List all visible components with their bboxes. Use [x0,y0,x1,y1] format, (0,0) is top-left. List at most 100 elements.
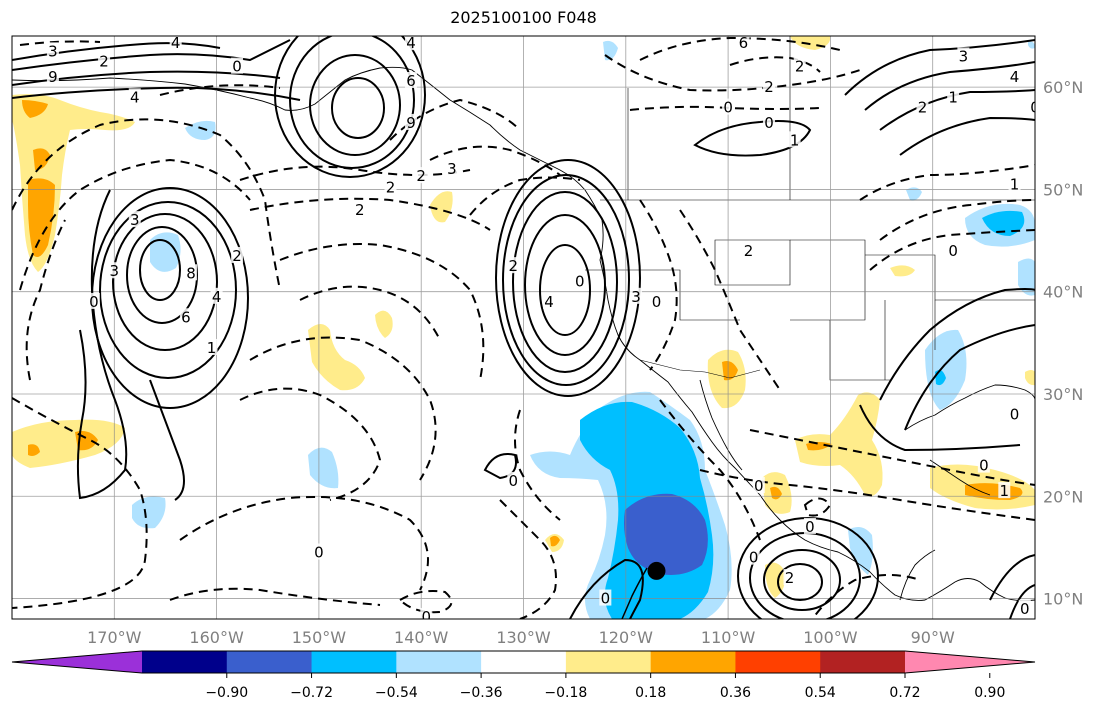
contour-label: 0 [232,58,242,76]
contour-label: 0 [89,293,99,311]
contour-label: 0 [948,242,958,260]
contour-label-bg [737,36,750,51]
contour-label: 1 [948,88,958,106]
lat-tick-label: 50°N [1043,180,1083,199]
contour-label-bg [742,241,755,258]
shade-orange [22,100,48,118]
contour-label-bg [353,200,366,217]
contour-label-bg [404,72,417,89]
contour-label: 0 [1010,405,1020,423]
shade-lightblue [1018,258,1035,296]
contour-label: 3 [130,211,140,229]
contour-label: 0 [601,590,611,608]
shade-yellow [308,324,365,391]
contour-label: 9 [48,68,58,86]
shade-deepsky [982,210,1025,236]
colorbar-extend-high [905,651,1035,673]
contour-label-bg [1008,175,1021,192]
contour-label-bg [573,272,586,289]
colorbar-swatch [311,651,397,673]
contour-label-bg [630,287,643,304]
shaded-fields [12,36,1035,619]
contour-label: 4 [406,34,416,52]
colorbar-tick-label: 0.36 [720,685,751,701]
contour-label-bg [185,264,198,281]
colorbar-tick-label: 0.90 [974,685,1005,701]
contour-label-bg [231,246,244,263]
contour-label-bg [420,607,433,619]
contour-label-bg [1018,599,1031,616]
contour-label: 3 [631,288,641,306]
contour-label-bg [415,167,428,184]
contour-label: 0 [723,99,733,117]
colorbar-tick-label: −0.18 [544,685,587,701]
colorbar-swatch [735,651,821,673]
contour-label-bg [957,47,970,64]
lon-tick-label: 130°W [496,628,551,647]
contour-label-bg [210,287,223,304]
contour-label: 1 [207,339,217,357]
shade-yellow [848,411,868,425]
lon-tick-label: 120°W [599,628,654,647]
contour-label-bg [231,57,244,74]
colorbar-tick-label: 0.54 [805,685,836,701]
contour-label: 9 [406,114,416,132]
contour-label-bg [205,338,218,355]
contour-label-bg [46,42,59,59]
colorbar-swatch [650,651,736,673]
colorbar-tick-label: −0.54 [375,685,418,701]
contour-label: 2 [744,242,754,260]
contour-label: 0 [749,549,759,567]
latitude-tick-labels: 10°N 20°N 30°N 40°N 50°N 60°N [1043,78,1083,608]
contour-label: 2 [232,247,242,265]
colorbar: −0.90 −0.72 −0.54 −0.36 −0.18 0.18 0.36 0.54 0.7… [11,650,1036,701]
contour-label-bg [98,52,111,69]
colorbar-swatch [226,651,313,673]
contour-label-bg [788,131,801,148]
contour-label-bg [947,88,960,105]
shade-yellow [890,265,915,277]
contour-label: 6 [181,308,191,326]
lon-tick-label: 100°W [803,628,858,647]
contour-label: 3 [447,160,457,178]
contour-label: 2 [508,257,518,275]
lon-tick-label: 150°W [292,628,347,647]
colorbar-swatch [142,651,228,673]
contour-label-bg [46,67,59,84]
shade-lightblue [132,496,166,529]
shade-lightblue [925,329,967,410]
contour-label-bg [650,292,663,309]
map-frame [11,35,1036,620]
contour-label: 0 [652,293,662,311]
contour-label-bg [752,477,765,494]
contour-label-bg [947,241,960,258]
shade-lightblue [308,447,339,489]
contour-label-bg [599,589,612,606]
contour-label: 8 [186,264,196,282]
contour-label-bg [1029,98,1035,115]
contour-label-bg [977,456,990,473]
contour-label-bg [445,159,458,176]
contour-label: 4 [544,293,554,311]
contour-label-bg [169,36,182,51]
contour-label: 0 [979,457,989,475]
borders [585,36,1035,381]
contour-label-bg [128,211,141,228]
contour-label: 3 [110,262,120,280]
contour-label: 3 [48,42,58,60]
lat-tick-label: 30°N [1043,385,1083,404]
contour-label: 1 [1010,175,1020,193]
colorbar-tick-label: 0.72 [889,685,920,701]
colorbar-tick-label: 0.18 [635,685,666,701]
contour-label: 1 [1000,482,1010,500]
contour-label: 2 [99,53,109,71]
contour-label: 0 [764,114,774,132]
contour-label: 0 [314,544,324,562]
contour-label-bg [1008,67,1021,84]
colorbar-swatch [396,651,482,673]
shade-yellow [430,191,453,223]
contour-label: 4 [171,34,181,52]
contour-label: 0 [422,608,432,626]
contour-label: 0 [805,518,815,536]
